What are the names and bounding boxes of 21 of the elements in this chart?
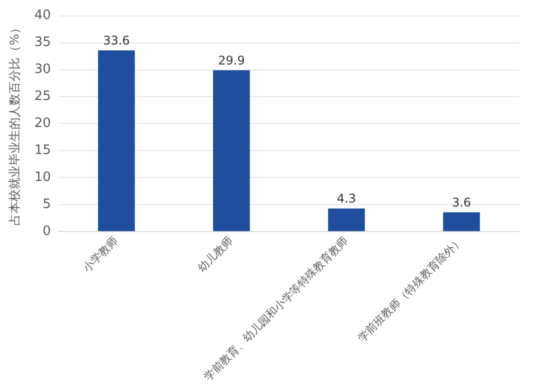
bar [213,70,250,232]
bar [328,208,365,232]
y-tick-label: 35 [34,35,51,50]
y-tick-label: 40 [34,8,51,24]
bar [98,50,135,232]
y-tick-label: 25 [34,89,51,104]
y-tick-label: 15 [34,143,51,158]
data-label: 3.6 [452,195,472,210]
x-tick-label: 学前班教师（特殊教育除外） [355,234,466,345]
y-tick-label: 20 [34,116,51,132]
x-tick-label: 小学教师 [80,234,121,275]
y-axis-title: 占本校就业毕业生的人数百分比（%） [7,22,22,226]
data-label: 29.9 [218,53,245,68]
y-tick-label: 30 [34,62,51,78]
x-tick-label: 幼儿教师 [195,234,236,275]
bar [443,212,480,232]
data-label: 4.3 [336,192,356,206]
y-tick-label: 5 [42,197,51,212]
y-tick-label: 0 [42,224,51,240]
data-label: 33.6 [103,33,130,48]
y-tick-label: 10 [34,170,51,186]
